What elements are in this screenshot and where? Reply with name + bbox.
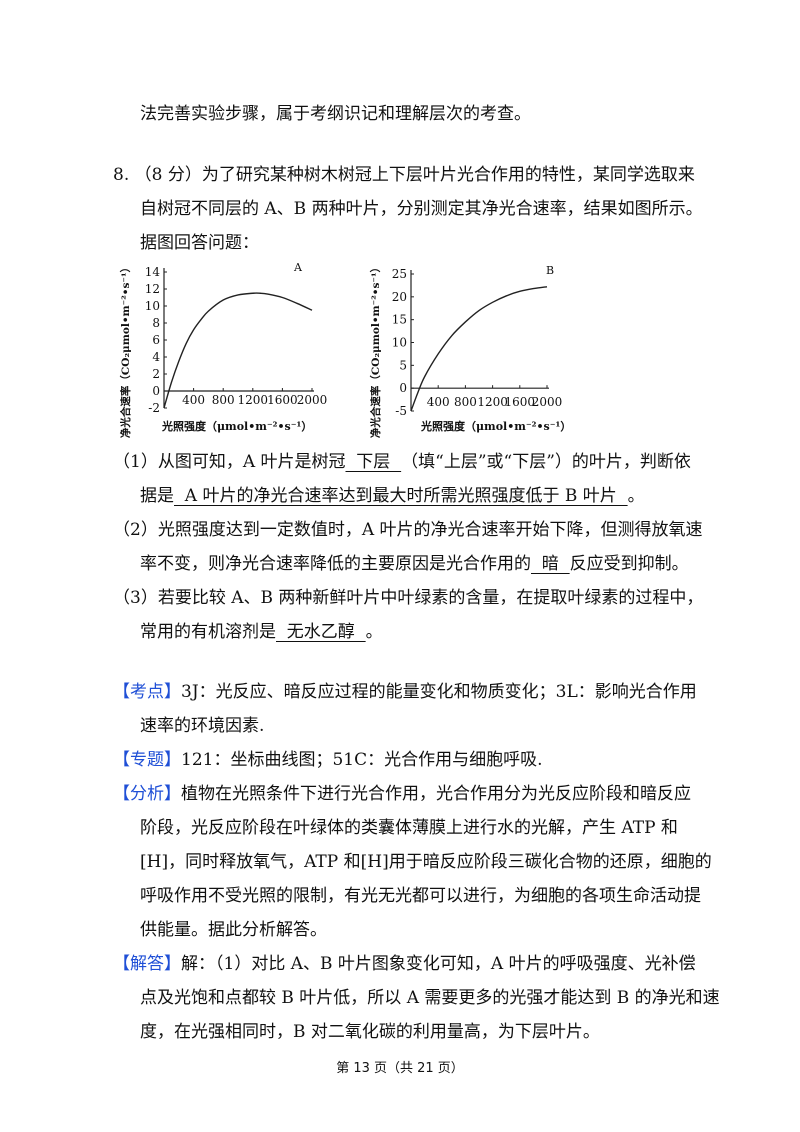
- chart-b-ytick-label: 0: [399, 381, 407, 395]
- q1-post: （填“上层”或“下层”）的叶片，判断依: [401, 452, 691, 472]
- zhuanti-text: 121：坐标曲线图；51C：光合作用与细胞呼吸.: [181, 750, 543, 770]
- fenxi-text-1: 植物在光照条件下进行光合作用，光合作用分为光反应阶段和暗反应: [181, 784, 691, 804]
- q2-line2-post: 反应受到抑制。: [569, 554, 689, 574]
- zhuanti-tag: 【专题】: [113, 750, 181, 770]
- jieda-line-2: 点及光饱和点都较 B 叶片低，所以 A 需要更多的光强才能达到 B 的净光和速: [140, 988, 720, 1008]
- kaodian-tag: 【考点】: [113, 682, 181, 702]
- fenxi-tag: 【分析】: [113, 784, 181, 804]
- q3-line2-post: 。: [365, 622, 383, 642]
- q1-line2-pre: 据是: [140, 486, 174, 506]
- fenxi-line-2: 阶段，光反应阶段在叶绿体的类囊体薄膜上进行水的光解，产生 ATP 和: [140, 818, 678, 838]
- chart-a-ytick-label: 4: [152, 350, 160, 364]
- kaodian-line-2: 速率的环境因素.: [140, 716, 265, 736]
- jieda-text-1: 解：（1）对比 A、B 叶片图象变化可知，A 叶片的呼吸强度、光补偿: [181, 954, 696, 974]
- q2-answer-blank: 暗: [531, 554, 570, 574]
- chart-b-xtick-label: 1600: [505, 395, 536, 409]
- chart-a-ytick-label: 10: [145, 299, 160, 313]
- chart-a-ytick-label: 6: [152, 333, 160, 347]
- chart-b-ytick-label: -5: [395, 404, 407, 418]
- chart-a-ytick-label: 12: [145, 282, 160, 296]
- chart-a-xtick-label: 1600: [267, 393, 298, 407]
- zhuanti-line: 【专题】121：坐标曲线图；51C：光合作用与细胞呼吸.: [113, 749, 543, 771]
- chart-b-xtick-label: 800: [454, 395, 477, 409]
- chart-a-ytick-label: 8: [152, 316, 160, 330]
- chart-b-ylabel: 净光合速率（CO₂μmol•m⁻²•s⁻¹）: [369, 262, 382, 438]
- kaodian-text-1: 3J：光反应、暗反应过程的能量变化和物质变化；3L：影响光合作用: [181, 682, 697, 702]
- chart-b-ytick-label: 25: [392, 267, 407, 281]
- chart-a-xtick-label: 400: [182, 393, 205, 407]
- question-line-1: 8. （8 分）为了研究某种树木树冠上下层叶片光合作用的特性，某同学选取来: [113, 165, 695, 185]
- q3-line-1: （3）若要比较 A、B 两种新鲜叶片中叶绿素的含量，在提取叶绿素的过程中，: [113, 588, 704, 608]
- jieda-tag: 【解答】: [113, 954, 181, 974]
- chart-a-ytick-label: 2: [152, 367, 160, 381]
- chart-a-xlabel: 光照强度（μmol•m⁻²•s⁻¹）: [161, 419, 312, 433]
- kaodian-line-1: 【考点】3J：光反应、暗反应过程的能量变化和物质变化；3L：影响光合作用: [113, 681, 697, 703]
- page-footer: 第 13 页（共 21 页）: [336, 1061, 464, 1076]
- chart-b-xtick-label: 400: [427, 395, 450, 409]
- jieda-line-1: 【解答】解：（1）对比 A、B 叶片图象变化可知，A 叶片的呼吸强度、光补偿: [113, 953, 696, 975]
- chart-b-ytick-label: 15: [392, 313, 407, 327]
- chart-a-svg: -2 0 2 4 6 8 10 12 14 400 800 1200 1600 2000 A 光照强度（μmo…: [119, 261, 328, 438]
- chart-a-ytick-label: 14: [145, 265, 161, 279]
- q2-line-1: （2）光照强度达到一定数值时，A 叶片的净光合速率开始下降，但测得放氧速: [113, 520, 703, 540]
- q1-line2-post: 。: [627, 486, 645, 506]
- fenxi-line-5: 供能量。据此分析解答。: [140, 920, 327, 940]
- chart-b-xtick-label: 1200: [477, 395, 508, 409]
- chart-b-series-0-line: [410, 286, 548, 412]
- q1-pre: （1）从图可知，A 叶片是树冠: [113, 452, 346, 472]
- question-line-3: 据图回答问题：: [140, 233, 259, 253]
- q1-reason-blank: A 叶片的净光合速率达到最大时所需光照强度低于 B 叶片: [174, 486, 628, 506]
- q1-line-1: （1）从图可知，A 叶片是树冠 下层 （填“上层”或“下层”）的叶片，判断依: [113, 451, 691, 473]
- fenxi-line-4: 呼吸作用不受光照的限制，有光无光都可以进行，为细胞的各项生命活动提: [140, 886, 701, 906]
- chart-a-xtick-label: 2000: [297, 393, 328, 407]
- fenxi-line-3: [H]，同时释放氧气，ATP 和[H]用于暗反应阶段三碳化合物的还原，细胞的: [140, 852, 712, 872]
- chart-a-ytick-label: -2: [148, 401, 160, 415]
- chart-a-title: A: [293, 261, 303, 274]
- q1-line-2: 据是 A 叶片的净光合速率达到最大时所需光照强度低于 B 叶片 。: [140, 485, 645, 507]
- chart-b-xtick-label: 2000: [532, 395, 563, 409]
- q2-line-2: 率不变，则净光合速率降低的主要原因是光合作用的 暗 反应受到抑制。: [140, 553, 689, 575]
- q3-line2-pre: 常用的有机溶剂是: [140, 622, 276, 642]
- intro-line: 法完善实验步骤，属于考纲识记和理解层次的考查。: [140, 104, 531, 124]
- q2-line2-pre: 率不变，则净光合速率降低的主要原因是光合作用的: [140, 554, 531, 574]
- chart-b-ytick-label: 20: [392, 290, 407, 304]
- chart-b-title: B: [546, 264, 554, 277]
- chart-a-ylabel: 净光合速率（CO₂μmol•m⁻²•s⁻¹）: [119, 262, 132, 438]
- chart-a-xtick-label: 1200: [238, 393, 269, 407]
- q3-answer-blank: 无水乙醇: [276, 622, 366, 642]
- chart-b-ytick-label: 10: [392, 336, 407, 350]
- chart-b-xlabel: 光照强度（μmol•m⁻²•s⁻¹）: [420, 419, 571, 433]
- chart-b: -5 0 5 10 15 20 25 400 800 1200 1600 2000 B 光照强度（μmol…: [365, 258, 577, 444]
- question-line-2: 自树冠不同层的 A、B 两种叶片，分别测定其净光合速率，结果如图所示。: [140, 199, 703, 219]
- chart-a-xtick-label: 800: [212, 393, 235, 407]
- chart-a: -2 0 2 4 6 8 10 12 14 400 800 1200 1600 2000 A 光照强度（μmo…: [112, 258, 330, 444]
- chart-a-ytick-label: 0: [152, 384, 160, 398]
- jieda-line-3: 度，在光强相同时，B 对二氧化碳的利用量高，为下层叶片。: [140, 1022, 600, 1042]
- chart-b-ytick-label: 5: [399, 358, 407, 372]
- q1-answer-blank: 下层: [345, 452, 402, 472]
- q3-line-2: 常用的有机溶剂是 无水乙醇 。: [140, 621, 383, 643]
- fenxi-line-1: 【分析】植物在光照条件下进行光合作用，光合作用分为光反应阶段和暗反应: [113, 783, 691, 805]
- chart-a-series-0-line: [163, 292, 313, 409]
